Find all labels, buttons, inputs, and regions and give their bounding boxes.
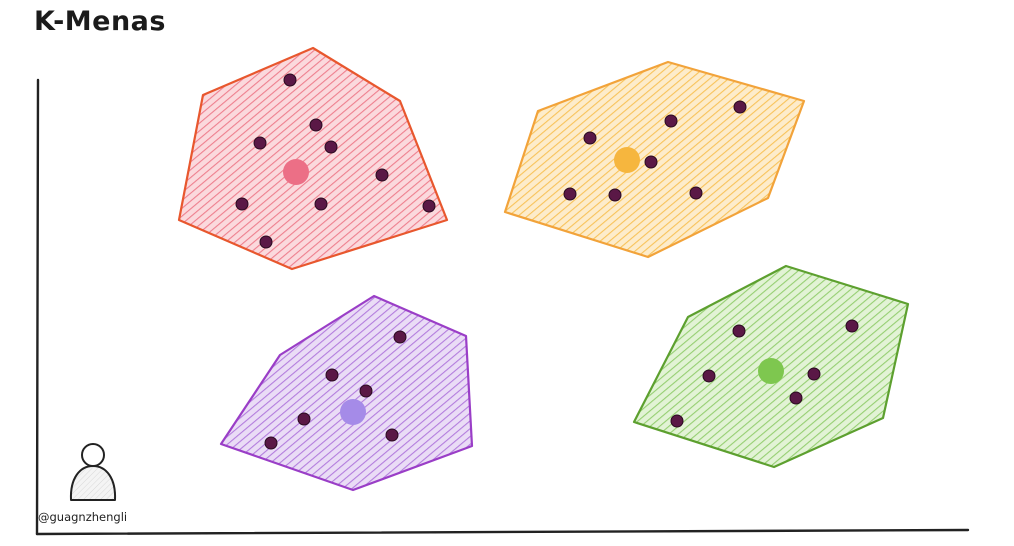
y-axis (35, 78, 40, 536)
data-point (845, 319, 859, 333)
data-point (375, 168, 389, 182)
data-point (422, 199, 436, 213)
cluster-orange (503, 60, 806, 259)
cluster-orange-centroid (614, 147, 640, 173)
data-point (807, 367, 821, 381)
data-point (359, 384, 373, 398)
data-point (664, 114, 678, 128)
author-credit: @guagnzhengli (38, 510, 128, 524)
cluster-red (177, 46, 449, 271)
data-point (644, 155, 658, 169)
diagram-title: K-Menas (34, 6, 166, 37)
data-point (670, 414, 684, 428)
data-point (789, 391, 803, 405)
data-point (702, 369, 716, 383)
data-point (264, 436, 278, 450)
cluster-green (632, 264, 910, 469)
user-avatar-icon (69, 443, 117, 501)
data-point (385, 428, 399, 442)
data-point (283, 73, 297, 87)
cluster-green-centroid (758, 358, 784, 384)
data-point (325, 368, 339, 382)
data-point (393, 330, 407, 344)
cluster-purple-centroid (340, 399, 366, 425)
data-point (689, 186, 703, 200)
cluster-red-centroid (283, 159, 309, 185)
data-point (733, 100, 747, 114)
data-point (732, 324, 746, 338)
x-axis (35, 528, 970, 536)
data-point (253, 136, 267, 150)
data-point (324, 140, 338, 154)
data-point (309, 118, 323, 132)
data-point (297, 412, 311, 426)
data-point (259, 235, 273, 249)
data-point (608, 188, 622, 202)
cluster-purple-hull (219, 294, 474, 492)
data-point (563, 187, 577, 201)
cluster-red-hull (177, 46, 449, 271)
data-point (235, 197, 249, 211)
cluster-red-points (235, 73, 436, 249)
cluster-orange-points (563, 100, 747, 202)
cluster-purple-points (264, 330, 407, 450)
data-point (583, 131, 597, 145)
cluster-green-points (670, 319, 859, 428)
cluster-purple (219, 294, 474, 492)
data-point (314, 197, 328, 211)
